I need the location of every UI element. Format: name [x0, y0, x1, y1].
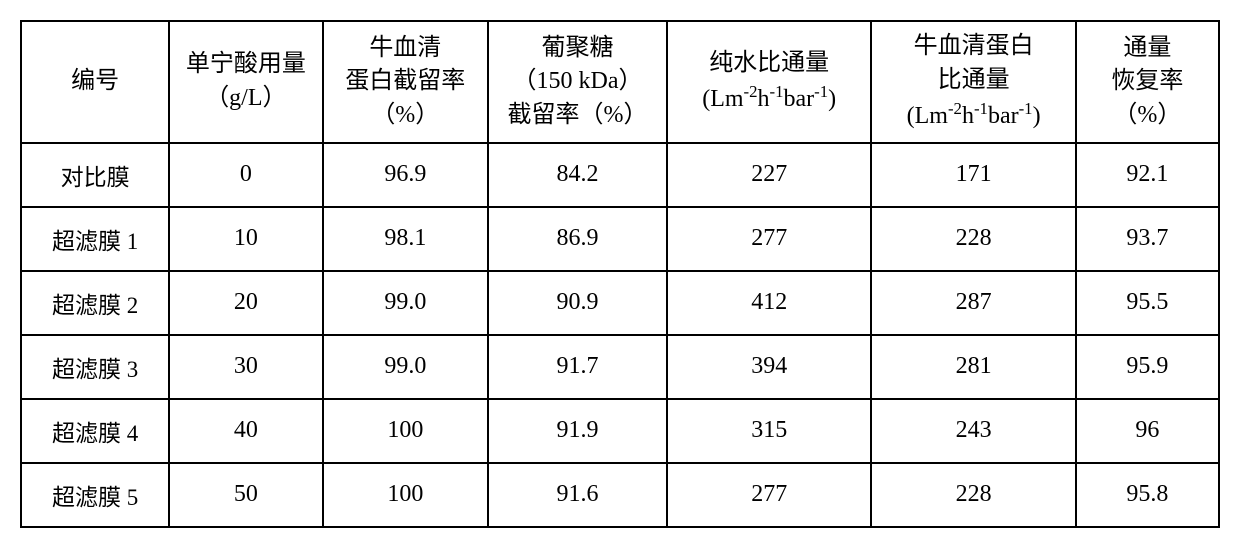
table-cell: 99.0 — [323, 335, 489, 399]
column-header-2: 牛血清蛋白截留率（%） — [323, 21, 489, 143]
table-cell: 96.9 — [323, 143, 489, 207]
table-cell: 40 — [169, 399, 322, 463]
table-cell: 90.9 — [488, 271, 667, 335]
column-header-4: 纯水比通量(Lm-2h-1bar-1) — [667, 21, 871, 143]
table-cell: 91.7 — [488, 335, 667, 399]
table-cell: 20 — [169, 271, 322, 335]
table-header-row: 编号单宁酸用量（g/L）牛血清蛋白截留率（%）葡聚糖（150 kDa）截留率（%… — [21, 21, 1219, 143]
table-row: 超滤膜 11098.186.927722893.7 — [21, 207, 1219, 271]
table-cell: 10 — [169, 207, 322, 271]
column-header-1: 单宁酸用量（g/L） — [169, 21, 322, 143]
table-row: 超滤膜 44010091.931524396 — [21, 399, 1219, 463]
table-cell: 100 — [323, 463, 489, 527]
table-cell: 171 — [871, 143, 1075, 207]
column-header-5: 牛血清蛋白比通量(Lm-2h-1bar-1) — [871, 21, 1075, 143]
table-cell: 超滤膜 4 — [21, 399, 169, 463]
table-cell: 超滤膜 2 — [21, 271, 169, 335]
table-row: 对比膜096.984.222717192.1 — [21, 143, 1219, 207]
table-cell: 超滤膜 5 — [21, 463, 169, 527]
column-header-0: 编号 — [21, 21, 169, 143]
table-row: 超滤膜 22099.090.941228795.5 — [21, 271, 1219, 335]
table-cell: 315 — [667, 399, 871, 463]
table-cell: 277 — [667, 463, 871, 527]
table-cell: 96 — [1076, 399, 1219, 463]
table-cell: 0 — [169, 143, 322, 207]
table-cell: 50 — [169, 463, 322, 527]
table-cell: 93.7 — [1076, 207, 1219, 271]
table-cell: 287 — [871, 271, 1075, 335]
table-cell: 84.2 — [488, 143, 667, 207]
column-header-6: 通量恢复率（%） — [1076, 21, 1219, 143]
table-cell: 243 — [871, 399, 1075, 463]
table-cell: 281 — [871, 335, 1075, 399]
table-cell: 412 — [667, 271, 871, 335]
table-cell: 超滤膜 3 — [21, 335, 169, 399]
table-cell: 394 — [667, 335, 871, 399]
table-row: 超滤膜 55010091.627722895.8 — [21, 463, 1219, 527]
table-cell: 95.5 — [1076, 271, 1219, 335]
table-cell: 277 — [667, 207, 871, 271]
table-cell: 95.8 — [1076, 463, 1219, 527]
table-cell: 86.9 — [488, 207, 667, 271]
table-cell: 99.0 — [323, 271, 489, 335]
table-cell: 对比膜 — [21, 143, 169, 207]
table-cell: 95.9 — [1076, 335, 1219, 399]
table-cell: 超滤膜 1 — [21, 207, 169, 271]
table-cell: 100 — [323, 399, 489, 463]
table-cell: 98.1 — [323, 207, 489, 271]
table-cell: 227 — [667, 143, 871, 207]
table-cell: 91.9 — [488, 399, 667, 463]
table-cell: 92.1 — [1076, 143, 1219, 207]
column-header-3: 葡聚糖（150 kDa）截留率（%） — [488, 21, 667, 143]
table-cell: 91.6 — [488, 463, 667, 527]
table-cell: 228 — [871, 463, 1075, 527]
data-table: 编号单宁酸用量（g/L）牛血清蛋白截留率（%）葡聚糖（150 kDa）截留率（%… — [20, 20, 1220, 528]
table-row: 超滤膜 33099.091.739428195.9 — [21, 335, 1219, 399]
table-cell: 30 — [169, 335, 322, 399]
table-cell: 228 — [871, 207, 1075, 271]
